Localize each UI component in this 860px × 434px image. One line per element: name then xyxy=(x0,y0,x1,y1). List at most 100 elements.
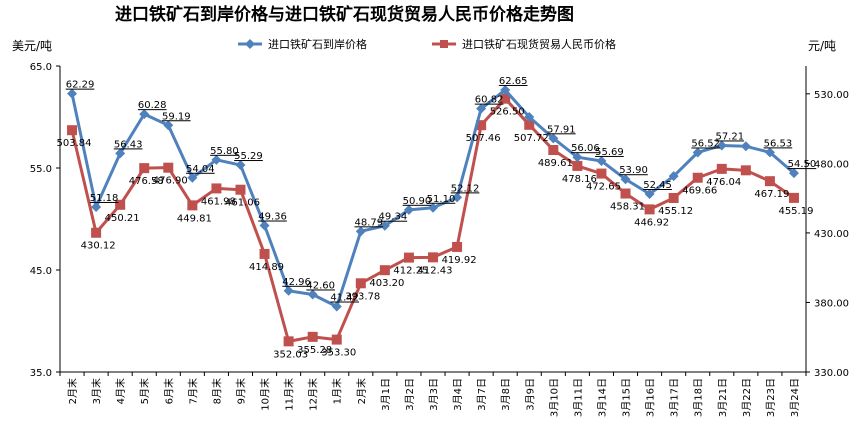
series-0-data-label: 56.52 xyxy=(691,138,720,149)
x-tick-label: 3月18日 xyxy=(693,378,705,417)
series-1-data-label: 455.12 xyxy=(658,206,693,217)
series-1-data-label: 353.30 xyxy=(321,348,356,359)
series-0-data-label: 49.36 xyxy=(258,212,287,223)
legend-marker-0 xyxy=(245,39,255,49)
series-0-point xyxy=(91,201,102,212)
series-0-data-label: 57.21 xyxy=(715,131,744,142)
x-tick-label: 4月末 xyxy=(114,378,127,404)
series-1-data-label: 472.65 xyxy=(586,182,621,193)
series-1-point xyxy=(452,241,463,252)
right-axis-unit: 元/吨 xyxy=(808,39,836,53)
legend-marker-1 xyxy=(440,40,448,48)
series-0-data-label: 56.53 xyxy=(764,138,793,149)
series-0-data-label: 48.79 xyxy=(354,217,383,228)
series-1-point xyxy=(187,200,198,211)
series-0-point xyxy=(139,109,150,120)
x-tick-label: 7月末 xyxy=(186,378,199,404)
series-1-point xyxy=(668,192,679,203)
series-1-data-label: 412.43 xyxy=(418,265,453,276)
x-tick-label: 3月22日 xyxy=(741,378,753,417)
series-0-data-label: 55.80 xyxy=(210,146,239,157)
series-0-point xyxy=(403,204,414,215)
series-1-point xyxy=(403,252,414,263)
series-1-point xyxy=(211,183,222,194)
legend: 进口铁矿石到岸价格 进口铁矿石现货贸易人民币价格 xyxy=(238,37,616,51)
series-0-data-label: 60.28 xyxy=(138,100,167,111)
x-tick-label: 3月16日 xyxy=(645,378,657,417)
series-1-data-label: 476.90 xyxy=(153,176,188,187)
series-0-data-label: 59.19 xyxy=(162,111,191,122)
x-tick-label: 3月10日 xyxy=(548,378,560,417)
series-1-data-label: 489.61 xyxy=(538,158,573,169)
legend-label-1: 进口铁矿石现货贸易人民币价格 xyxy=(462,37,616,51)
series-0-data-label: 54.04 xyxy=(186,164,215,175)
series-1-data-label: 461.06 xyxy=(225,198,260,209)
series-1-data-label: 355.28 xyxy=(297,345,332,356)
x-tick-label: 1月末 xyxy=(331,378,344,404)
x-tick-label: 3月2日 xyxy=(404,378,416,411)
series-1-data-label: 476.58 xyxy=(129,176,164,187)
series-0-point xyxy=(740,141,751,152)
x-tick-label: 11月末 xyxy=(283,378,296,411)
series-0-point xyxy=(524,112,535,122)
series-1-point xyxy=(788,192,799,203)
series-0-data-label: 52.12 xyxy=(451,183,480,194)
x-tick-label: 9月末 xyxy=(234,378,247,404)
x-tick-label: 3月24日 xyxy=(789,378,801,417)
series-1-point xyxy=(692,172,703,183)
series-0-point xyxy=(788,168,799,179)
right-tick-label: 330.00 xyxy=(814,368,849,379)
series-1-point xyxy=(331,334,342,345)
series-0-data-label: 55.69 xyxy=(595,147,624,158)
series-0-point xyxy=(307,289,318,300)
series-1-point xyxy=(67,125,78,136)
series-1-data-label: 414.89 xyxy=(249,262,284,273)
series-0-data-label: 51.18 xyxy=(90,193,119,204)
series-0-point xyxy=(548,133,559,144)
series-0-data-label: 42.96 xyxy=(282,277,311,288)
series-0-data-label: 50.90 xyxy=(403,196,432,207)
series-0-data-label: 56.06 xyxy=(571,143,600,154)
x-tick-label: 3月14日 xyxy=(596,378,608,417)
series-1-data-label: 461.98 xyxy=(201,196,236,207)
x-tick-label: 3月8日 xyxy=(500,378,512,411)
x-tick-label: 3月17日 xyxy=(669,378,681,417)
series-1-point xyxy=(572,160,583,171)
series-1-data-label: 455.19 xyxy=(778,206,813,217)
series-0-point xyxy=(67,88,78,99)
series-1-data-label: 403.20 xyxy=(369,278,404,289)
x-tick-label: 3月7日 xyxy=(476,378,488,411)
series-0-point xyxy=(572,152,583,163)
series-0-data-label: 42.60 xyxy=(306,280,335,291)
series-0-point xyxy=(692,147,703,158)
series-1-point xyxy=(235,184,246,195)
series-1-point xyxy=(91,227,102,238)
series-0-data-label: 55.29 xyxy=(234,151,263,162)
series-0-data-label: 52.45 xyxy=(643,180,672,191)
series-0-point xyxy=(452,192,463,203)
series-0-data-label: 57.91 xyxy=(547,124,576,135)
series-0-point xyxy=(596,155,607,166)
series-1-data-label: 458.31 xyxy=(610,202,645,213)
x-tick-label: 3月11日 xyxy=(572,378,584,417)
series-1-point xyxy=(524,119,535,130)
series-1-point xyxy=(259,248,270,259)
series-1-data-label: 449.81 xyxy=(177,213,212,224)
x-tick-label: 3月9日 xyxy=(524,378,536,411)
series-1-data-label: 503.84 xyxy=(57,138,92,149)
left-tick-label: 35.0 xyxy=(30,368,52,379)
x-tick-label: 10月末 xyxy=(259,378,272,411)
series-1-point xyxy=(644,204,655,215)
series-1-point xyxy=(740,165,751,176)
series-1-data-label: 476.04 xyxy=(706,177,741,188)
series-1-data-label: 478.16 xyxy=(562,174,597,185)
left-axis-unit: 美元/吨 xyxy=(12,39,52,53)
series-1-point xyxy=(428,252,438,263)
x-tick-label: 3月4日 xyxy=(452,378,464,411)
series-1-data-label: 430.12 xyxy=(81,241,116,252)
series-1-data-label: 526.50 xyxy=(490,107,525,118)
series-0-data-label: 60.82 xyxy=(475,95,504,106)
series-1-data-label: 393.78 xyxy=(345,291,380,302)
